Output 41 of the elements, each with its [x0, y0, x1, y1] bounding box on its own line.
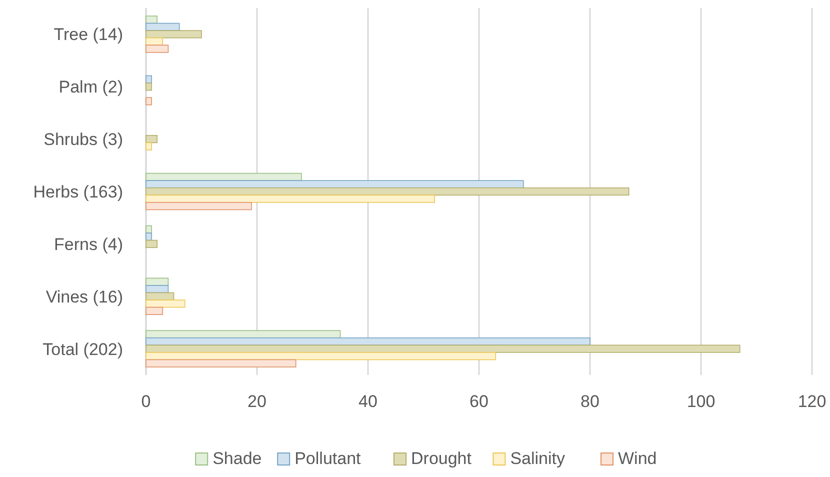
- y-tick-label: Herbs (163): [33, 182, 123, 202]
- x-tick-label: 80: [580, 392, 600, 411]
- bar: [146, 187, 630, 196]
- bar: [146, 194, 435, 203]
- bar: [146, 344, 740, 353]
- x-tick-label: 0: [141, 392, 151, 411]
- x-tick-label: 100: [686, 392, 716, 411]
- x-tick-label: 120: [798, 392, 826, 411]
- x-tick-label: 60: [470, 392, 488, 411]
- y-tick-label: Tree (14): [54, 25, 123, 44]
- legend-label: Salinity: [510, 449, 566, 468]
- bar: [146, 359, 296, 368]
- y-tick-label: Palm (2): [58, 78, 123, 97]
- y-tick-label: Vines (16): [46, 287, 123, 306]
- y-tick-label: Total (202): [42, 340, 123, 359]
- bar: [146, 16, 158, 24]
- bar: [146, 300, 186, 308]
- legend-label: Wind: [618, 449, 657, 468]
- legend-label: Drought: [411, 449, 472, 468]
- bar: [146, 44, 169, 53]
- bar: [146, 135, 158, 144]
- bar: [146, 225, 152, 234]
- x-tick-label: 20: [248, 392, 266, 411]
- bar: [146, 142, 152, 150]
- bar: [146, 97, 152, 106]
- bar: [146, 240, 158, 248]
- bar: [146, 352, 496, 360]
- legend-label: Pollutant: [294, 449, 362, 468]
- bar: [146, 180, 524, 188]
- x-tick-label: 40: [358, 392, 378, 411]
- bar: [146, 306, 164, 315]
- bar: [146, 75, 152, 84]
- y-tick-label: Shrubs (3): [44, 130, 123, 150]
- bar: [146, 30, 202, 38]
- bar: [146, 285, 169, 294]
- bar: [146, 330, 341, 338]
- legend-label: Shade: [212, 449, 262, 468]
- bar: [146, 232, 152, 241]
- bar: [146, 82, 152, 91]
- y-tick-label: Ferns (4): [54, 234, 123, 254]
- bar: [146, 202, 252, 210]
